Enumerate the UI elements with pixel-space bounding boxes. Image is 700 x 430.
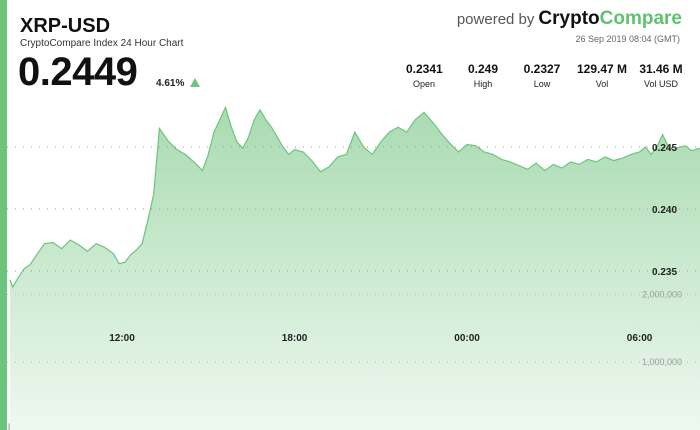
change-percent: 4.61%: [156, 78, 185, 89]
stat-vol-usd: 31.46 M Vol USD: [638, 62, 684, 89]
price-line: [9, 105, 700, 289]
up-arrow-icon: [190, 78, 201, 87]
stat-low-label: Low: [533, 79, 551, 89]
brand-name-part1: Crypto: [538, 8, 600, 29]
x-tick-label: 00:00: [454, 333, 480, 344]
stat-low-value: 0.2327: [523, 62, 561, 76]
axis-labels: 0.245 0.240 0.235 2,000,000 1,000,000 12:00 18…: [109, 143, 682, 367]
price-area: [9, 107, 700, 430]
accent-bar: [0, 0, 7, 430]
stat-vol-value: 129.47 M: [576, 62, 628, 76]
stat-low: 0.2327 Low: [521, 62, 563, 89]
current-price: 0.2449: [18, 50, 138, 94]
stat-vol-usd-label: Vol USD: [643, 79, 678, 89]
stat-vol-label: Vol: [595, 79, 609, 89]
x-tick-label: 12:00: [109, 333, 135, 344]
stat-open: 0.2341 Open: [406, 62, 443, 89]
timestamp: 26 Sep 2019 08:04 (GMT): [575, 34, 680, 44]
y-tick-label: 0.235: [652, 267, 677, 278]
powered-by-text: powered by: [456, 11, 535, 28]
y-tick-label: 0.240: [652, 205, 677, 216]
y-tick-label: 0.245: [652, 143, 677, 154]
stat-high: 0.249 High: [465, 62, 501, 89]
volume-tick-label: 2,000,000: [642, 289, 682, 299]
stat-high-label: High: [473, 79, 493, 89]
stat-open-label: Open: [412, 79, 436, 89]
stat-high-value: 0.249: [467, 62, 499, 76]
volume-tick-label: 1,000,000: [642, 357, 682, 367]
stat-open-value: 0.2341: [406, 62, 443, 76]
chart-subtitle: CryptoCompare Index 24 Hour Chart: [20, 38, 184, 49]
brand-name-part2: Compare: [599, 8, 682, 29]
price-change: 4.61%: [156, 78, 201, 89]
pair-title: XRP-USD: [20, 15, 111, 37]
brand-logo[interactable]: powered by CryptoCompare: [457, 8, 682, 30]
x-tick-label: 18:00: [282, 333, 308, 344]
stat-vol: 129.47 M Vol: [574, 62, 630, 89]
x-tick-label: 06:00: [627, 333, 653, 344]
stat-vol-usd-value: 31.46 M: [639, 62, 683, 76]
